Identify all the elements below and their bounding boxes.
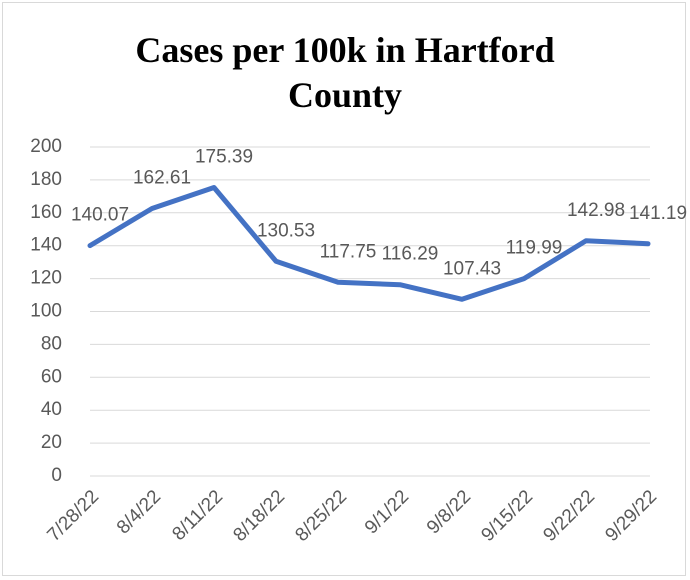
y-tick-label: 180 — [30, 169, 62, 190]
x-tick-label: 8/11/22 — [168, 486, 227, 545]
x-tick-label: 9/15/22 — [477, 486, 537, 546]
data-label: 130.53 — [257, 220, 315, 241]
y-tick-label: 80 — [41, 333, 62, 354]
y-tick-label: 40 — [41, 399, 62, 420]
data-label: 119.99 — [506, 238, 563, 259]
data-label: 140.07 — [71, 205, 129, 226]
y-tick-label: 200 — [30, 136, 62, 157]
data-label: 142.98 — [567, 200, 625, 221]
data-line — [87, 184, 651, 302]
x-tick-label: 9/22/22 — [539, 486, 599, 546]
x-tick-label: 8/25/22 — [291, 486, 351, 546]
x-tick-label: 9/1/22 — [361, 486, 413, 538]
x-tick-label: 8/4/22 — [113, 486, 165, 538]
x-tick-label: 8/18/22 — [229, 486, 289, 546]
y-tick-label: 60 — [41, 366, 62, 387]
x-tick-label: 9/29/22 — [601, 486, 661, 546]
data-label: 162.61 — [133, 168, 191, 189]
y-tick-label: 140 — [30, 235, 62, 256]
chart-title: Cases per 100k in Hartford County — [135, 30, 555, 115]
data-label: 175.39 — [195, 146, 253, 167]
y-tick-label: 100 — [30, 301, 62, 322]
y-tick-label: 160 — [30, 202, 62, 223]
y-tick-label: 20 — [41, 432, 62, 453]
data-label: 116.29 — [382, 244, 439, 265]
data-label: 141.19 — [629, 203, 687, 224]
x-tick-label: 9/8/22 — [423, 486, 475, 538]
data-label: 107.43 — [443, 258, 501, 279]
x-tick-label: 7/28/22 — [43, 486, 103, 546]
data-label: 117.75 — [320, 241, 377, 262]
y-tick-label: 0 — [51, 465, 62, 486]
y-tick-label: 120 — [30, 268, 62, 289]
